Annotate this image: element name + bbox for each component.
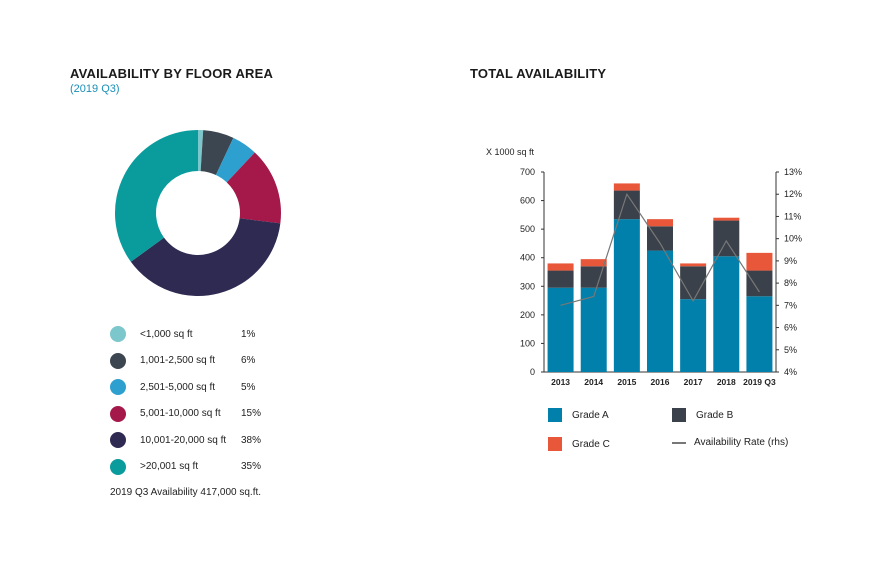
y2-tick-label: 11% bbox=[784, 211, 801, 221]
legend-color-dot bbox=[110, 326, 126, 342]
legend-label: 10,001-20,000 sq ft bbox=[140, 434, 227, 446]
bar-segment-grade-b bbox=[713, 220, 740, 257]
legend-color-dot bbox=[110, 405, 126, 422]
y-tick-label: 0 bbox=[530, 367, 535, 377]
bar-segment-grade-c bbox=[746, 252, 773, 271]
bar-segment-grade-c bbox=[647, 219, 673, 227]
donut-slice bbox=[115, 130, 198, 262]
bar-segment-grade-b bbox=[547, 270, 574, 288]
donut-legend-item: <1,000 sq ft 1% bbox=[110, 326, 255, 342]
legend-label: >20,001 sq ft bbox=[140, 461, 199, 472]
legend-percentage: 1% bbox=[241, 328, 256, 340]
legend-percentage: 38% bbox=[241, 434, 262, 446]
x-tick-label: 2013 bbox=[551, 377, 570, 387]
donut-legend-item: >20,001 sq ft 35% bbox=[110, 458, 261, 475]
bar-legend-item: Availability Rate (rhs) bbox=[672, 437, 788, 448]
donut-legend-item: 5,001-10,000 sq ft 15% bbox=[110, 405, 261, 422]
donut-slice bbox=[200, 130, 234, 175]
bar-legend-item: Grade A bbox=[548, 408, 609, 422]
legend-percentage: 35% bbox=[241, 461, 262, 472]
legend-swatch bbox=[672, 408, 686, 422]
bar-segment-grade-a bbox=[713, 256, 740, 372]
bar-chart-title: TOTAL AVAILABILITY bbox=[470, 66, 607, 81]
bar-segment-grade-b bbox=[580, 266, 607, 288]
y-tick-label: 100 bbox=[520, 338, 535, 348]
y2-tick-label: 12% bbox=[784, 189, 802, 199]
x-tick-label: 2017 bbox=[684, 377, 703, 387]
y-tick-label: 700 bbox=[520, 167, 535, 177]
bar-segment-grade-b bbox=[746, 270, 773, 297]
donut-slice bbox=[198, 130, 204, 172]
y2-tick-label: 13% bbox=[784, 167, 802, 177]
legend-color-dot bbox=[110, 432, 126, 448]
bar-segment-grade-a bbox=[580, 287, 607, 372]
bar-segment-grade-c bbox=[580, 259, 607, 267]
y2-tick-label: 8% bbox=[784, 278, 797, 288]
legend-percentage: 5% bbox=[241, 381, 256, 393]
y2-tick-label: 4% bbox=[784, 367, 797, 377]
bar-segment-grade-c bbox=[680, 263, 707, 267]
legend-label: 2,501-5,000 sq ft bbox=[140, 381, 216, 393]
x-tick-label: 2014 bbox=[584, 377, 603, 387]
donut-chart-subtitle: (2019 Q3) bbox=[70, 83, 120, 95]
bar-legend-item: Grade C bbox=[548, 437, 610, 451]
bar-segment-grade-a bbox=[647, 250, 673, 372]
bar-segment-grade-a bbox=[680, 299, 707, 372]
y2-tick-label: 6% bbox=[784, 323, 797, 333]
legend-label: Availability Rate (rhs) bbox=[694, 437, 789, 448]
donut-slice bbox=[226, 152, 281, 224]
legend-color-dot bbox=[110, 379, 126, 395]
y-tick-label: 400 bbox=[520, 253, 535, 263]
bar-segment-grade-a bbox=[746, 296, 773, 372]
donut-chart-title: AVAILABILITY BY FLOOR AREA bbox=[70, 66, 274, 81]
donut-legend-item: 10,001-20,000 sq ft 38% bbox=[110, 432, 261, 448]
bar-segment-grade-c bbox=[613, 183, 640, 191]
legend-percentage: 15% bbox=[241, 408, 262, 419]
y-axis-unit-label: X 1000 sq ft bbox=[486, 147, 535, 157]
y-tick-label: 600 bbox=[520, 196, 535, 206]
y2-tick-label: 10% bbox=[784, 234, 802, 244]
legend-swatch bbox=[548, 408, 562, 422]
legend-color-dot bbox=[110, 352, 126, 369]
y2-tick-label: 7% bbox=[784, 300, 797, 310]
donut-legend-item: 1,001-2,500 sq ft 6% bbox=[110, 352, 255, 369]
legend-label: Grade A bbox=[572, 409, 609, 421]
y-tick-label: 500 bbox=[520, 224, 535, 234]
x-tick-label: 2016 bbox=[651, 377, 670, 387]
y-tick-label: 200 bbox=[520, 310, 535, 320]
legend-percentage: 6% bbox=[241, 355, 256, 366]
availability-note: 2019 Q3 Availability 417,000 sq.ft. bbox=[110, 487, 262, 498]
legend-label: Grade B bbox=[696, 409, 734, 421]
y-tick-label: 300 bbox=[520, 281, 535, 291]
legend-label: <1,000 sq ft bbox=[140, 328, 193, 340]
legend-color-dot bbox=[110, 458, 126, 475]
bar-segment-grade-c bbox=[713, 217, 740, 221]
x-tick-label: 2018 bbox=[717, 377, 736, 387]
availability-rate-line bbox=[560, 192, 760, 306]
bar-segment-grade-b bbox=[680, 266, 707, 300]
bar-segment-grade-c bbox=[547, 263, 574, 271]
donut-legend-item: 2,501-5,000 sq ft 5% bbox=[110, 379, 255, 395]
y2-tick-label: 5% bbox=[784, 345, 797, 355]
donut-slice bbox=[215, 137, 255, 183]
x-tick-label: 2019 Q3 bbox=[743, 377, 776, 387]
legend-label: 1,001-2,500 sq ft bbox=[140, 355, 216, 366]
legend-swatch bbox=[548, 437, 562, 451]
legend-label: Grade C bbox=[572, 438, 610, 450]
bar-segment-grade-a bbox=[613, 219, 640, 372]
donut-slice bbox=[130, 218, 281, 296]
bar-legend-item: Grade B bbox=[672, 408, 733, 422]
legend-swatch bbox=[672, 441, 686, 444]
x-tick-label: 2015 bbox=[617, 377, 636, 387]
y2-tick-label: 9% bbox=[784, 256, 797, 266]
bar-segment-grade-a bbox=[547, 287, 574, 372]
legend-label: 5,001-10,000 sq ft bbox=[140, 408, 221, 419]
